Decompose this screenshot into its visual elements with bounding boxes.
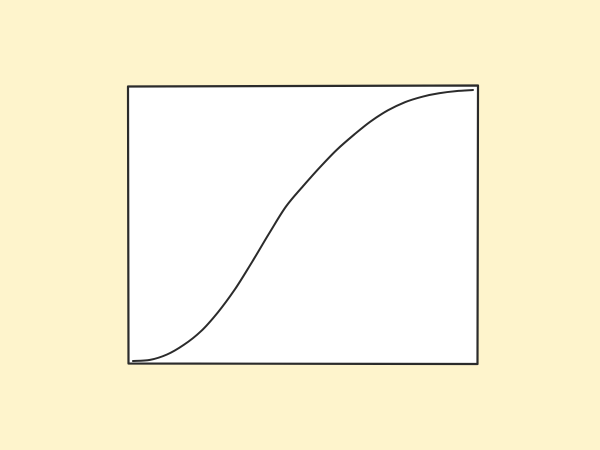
series-layer — [132, 89, 474, 362]
plot-frame — [126, 84, 480, 366]
plot-area — [129, 86, 477, 363]
series-line-0 — [132, 89, 474, 362]
